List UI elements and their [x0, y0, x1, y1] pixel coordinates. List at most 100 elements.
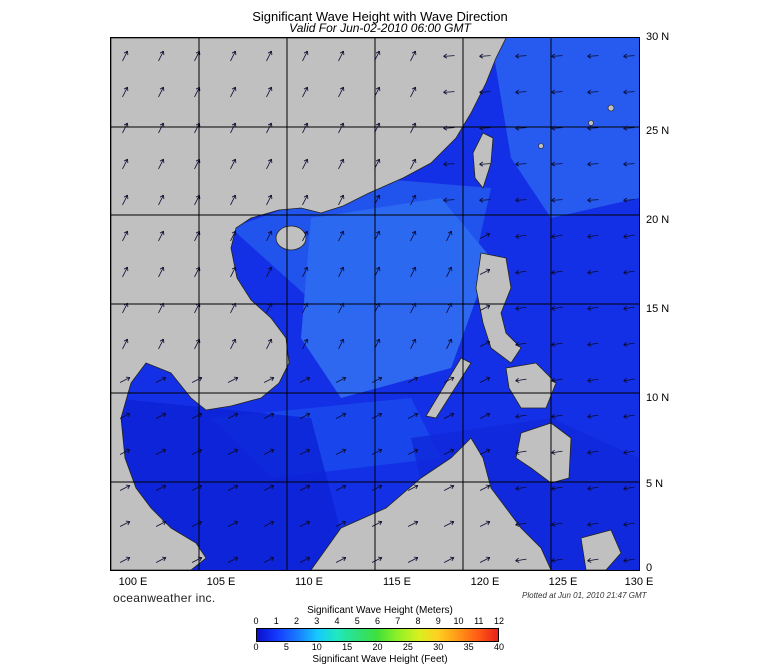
feet-tick: 5	[283, 642, 289, 652]
direction-arrow	[587, 485, 599, 491]
direction-arrow	[119, 484, 131, 491]
direction-arrow	[515, 449, 527, 455]
direction-arrow	[338, 230, 345, 242]
direction-arrow	[158, 266, 165, 278]
direction-arrow	[302, 50, 309, 62]
direction-arrow	[155, 556, 167, 563]
direction-arrow	[299, 520, 311, 527]
direction-arrow	[443, 412, 455, 419]
colorbar-meters-title: Significant Wave Height (Meters)	[307, 605, 453, 616]
direction-arrow	[230, 302, 237, 314]
direction-arrow	[122, 230, 129, 242]
lon-label-115e: 115 E	[383, 576, 411, 588]
direction-arrow	[263, 448, 275, 455]
direction-arrow	[587, 197, 599, 203]
direction-arrow	[374, 122, 381, 134]
direction-arrow	[155, 484, 167, 491]
direction-arrow	[122, 266, 129, 278]
direction-arrow	[587, 449, 599, 455]
direction-arrow	[623, 341, 635, 347]
direction-arrow	[122, 302, 129, 314]
direction-arrow	[515, 53, 527, 59]
direction-arrow	[515, 269, 527, 275]
lat-label-0: 0	[646, 562, 653, 574]
meters-tick: 9	[435, 616, 441, 626]
direction-arrow	[551, 377, 563, 383]
direction-arrow	[371, 448, 383, 455]
direction-arrow	[302, 194, 309, 206]
direction-arrow	[299, 484, 311, 491]
direction-arrow	[479, 232, 491, 239]
feet-tick: 25	[402, 642, 413, 652]
lat-label-10n: 10 N	[646, 392, 670, 404]
direction-arrow	[623, 197, 635, 203]
map-title: Significant Wave Height with Wave Direct…	[252, 9, 508, 24]
direction-arrow	[122, 338, 129, 350]
direction-arrow	[194, 338, 201, 350]
direction-arrow	[587, 89, 599, 95]
direction-arrow	[158, 302, 165, 314]
direction-arrow	[515, 377, 527, 383]
direction-arrow	[263, 556, 275, 563]
direction-arrow	[302, 338, 309, 350]
direction-arrow	[479, 89, 491, 95]
direction-arrow	[119, 520, 131, 527]
direction-arrow	[443, 376, 455, 383]
direction-arrow	[443, 520, 455, 527]
wave-direction-arrows	[119, 50, 635, 563]
direction-arrow	[407, 412, 419, 419]
direction-arrow	[263, 520, 275, 527]
direction-arrow	[515, 521, 527, 527]
direction-arrow	[551, 557, 563, 563]
direction-arrow	[194, 50, 201, 62]
direction-arrow	[194, 158, 201, 170]
direction-arrow	[410, 86, 417, 98]
direction-arrow	[122, 158, 129, 170]
direction-arrow	[266, 194, 273, 206]
direction-arrow	[479, 484, 491, 491]
direction-arrow	[551, 341, 563, 347]
direction-arrow	[410, 338, 417, 350]
direction-arrow	[623, 53, 635, 59]
direction-arrow	[335, 520, 347, 527]
direction-arrow	[551, 89, 563, 95]
direction-arrow	[338, 194, 345, 206]
direction-arrow	[551, 269, 563, 275]
direction-arrow	[587, 377, 599, 383]
direction-arrow	[299, 448, 311, 455]
direction-arrow	[194, 302, 201, 314]
direction-arrow	[446, 230, 453, 242]
lon-label-105e: 105 E	[206, 576, 236, 588]
direction-arrow	[194, 266, 201, 278]
direction-arrow	[158, 50, 165, 62]
direction-arrow	[623, 521, 635, 527]
direction-arrow	[623, 449, 635, 455]
direction-arrow	[551, 521, 563, 527]
valid-time-subtitle: Valid For Jun-02-2010 06:00 GMT	[289, 21, 471, 35]
meters-tick: 2	[293, 616, 299, 626]
direction-arrow	[263, 412, 275, 419]
direction-arrow	[158, 230, 165, 242]
direction-arrow	[443, 556, 455, 563]
direction-arrow	[266, 302, 273, 314]
direction-arrow	[122, 50, 129, 62]
direction-arrow	[227, 448, 239, 455]
direction-arrow	[443, 448, 455, 455]
direction-arrow	[227, 412, 239, 419]
feet-tick: 20	[372, 642, 383, 652]
direction-arrow	[443, 89, 455, 95]
direction-arrow	[371, 556, 383, 563]
direction-arrow	[227, 376, 239, 383]
direction-arrow	[155, 376, 167, 383]
direction-arrow	[194, 230, 201, 242]
direction-arrow	[119, 376, 131, 383]
direction-arrow	[515, 161, 527, 167]
meters-tick: 1	[273, 616, 279, 626]
direction-arrow	[623, 485, 635, 491]
direction-arrow	[119, 448, 131, 455]
direction-arrow	[371, 376, 383, 383]
direction-arrow	[230, 86, 237, 98]
direction-arrow	[302, 302, 309, 314]
direction-arrow	[623, 161, 635, 167]
direction-arrow	[266, 122, 273, 134]
